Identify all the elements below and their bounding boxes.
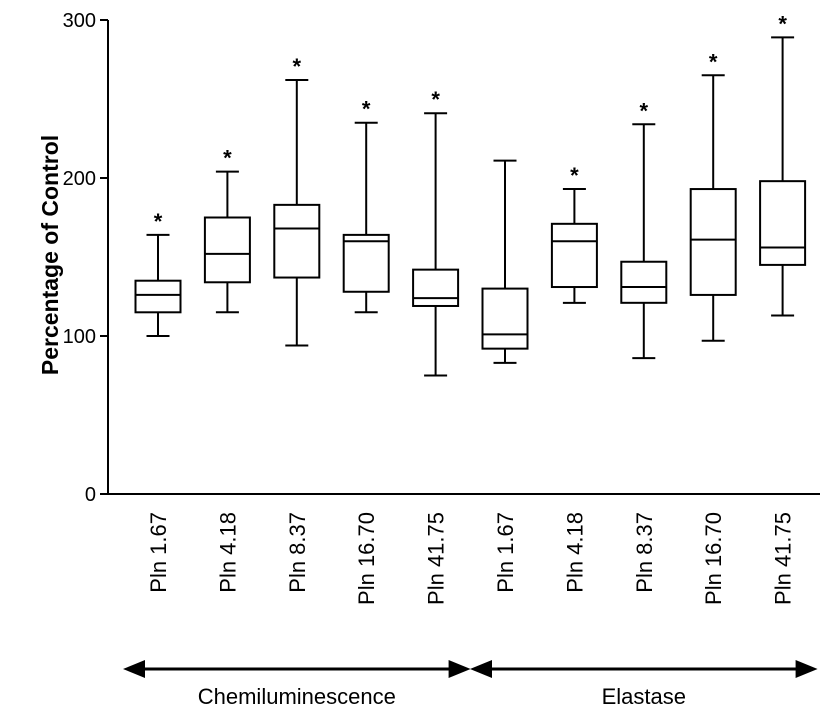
significance-marker: * xyxy=(293,54,302,79)
right-arrowhead xyxy=(448,660,471,678)
left-arrowhead xyxy=(123,660,145,678)
category-label: Pln 4.18 xyxy=(562,512,587,593)
y-axis-ticks: 0 100 200 300 xyxy=(63,10,108,506)
category-label: Pln 8.37 xyxy=(285,512,310,593)
group-label: Elastase xyxy=(602,684,686,709)
y-tick-label: 200 xyxy=(63,168,96,190)
significance-marker: * xyxy=(709,49,718,74)
box-10: * xyxy=(759,11,807,317)
category-labels: Pln 1.67 Pln 4.18 Pln 8.37 Pln 16.70 Pln 41.… xyxy=(146,512,796,605)
group-label: Chemiluminescence xyxy=(198,684,396,709)
iqr-box xyxy=(759,180,807,266)
boxes: * * * * * * * * * xyxy=(134,11,807,377)
y-tick-label: 100 xyxy=(63,326,96,348)
category-label: Pln 8.37 xyxy=(632,512,657,593)
category-label: Pln 1.67 xyxy=(493,512,518,593)
box-9: * xyxy=(689,49,737,342)
box-6 xyxy=(481,159,529,364)
box-1: * xyxy=(134,209,182,337)
significance-marker: * xyxy=(570,163,579,188)
box-3: * xyxy=(273,54,321,347)
iqr-box xyxy=(689,188,737,296)
iqr-box xyxy=(203,216,251,284)
box-8: * xyxy=(620,98,668,360)
iqr-box xyxy=(134,279,182,314)
y-tick-label: 300 xyxy=(63,10,96,32)
significance-marker: * xyxy=(154,209,163,234)
iqr-box xyxy=(481,287,529,350)
category-label: Pln 1.67 xyxy=(146,512,171,593)
significance-marker: * xyxy=(431,87,440,112)
category-label: Pln 16.70 xyxy=(701,512,726,605)
y-tick-label: 0 xyxy=(85,484,96,506)
group-arrows: Chemiluminescence Elastase xyxy=(123,660,818,709)
significance-marker: * xyxy=(362,97,371,122)
iqr-box xyxy=(550,222,598,289)
significance-marker: * xyxy=(640,98,649,123)
category-label: Pln 4.18 xyxy=(215,512,240,593)
y-axis-label: Percentage of Control xyxy=(37,135,63,375)
box-4: * xyxy=(342,97,390,314)
box-2: * xyxy=(203,146,251,314)
category-label: Pln 41.75 xyxy=(424,512,449,605)
significance-marker: * xyxy=(778,11,787,36)
left-arrowhead xyxy=(470,660,492,678)
group-2: Elastase xyxy=(470,660,818,709)
iqr-box xyxy=(412,268,460,307)
significance-marker: * xyxy=(223,146,232,171)
iqr-box xyxy=(342,233,390,293)
right-arrowhead xyxy=(795,660,818,678)
iqr-box xyxy=(273,203,321,279)
category-label: Pln 41.75 xyxy=(771,512,796,605)
iqr-box xyxy=(620,260,668,304)
box-7: * xyxy=(550,163,598,304)
group-1: Chemiluminescence xyxy=(123,660,471,709)
category-label: Pln 16.70 xyxy=(354,512,379,605)
box-5: * xyxy=(412,87,460,377)
